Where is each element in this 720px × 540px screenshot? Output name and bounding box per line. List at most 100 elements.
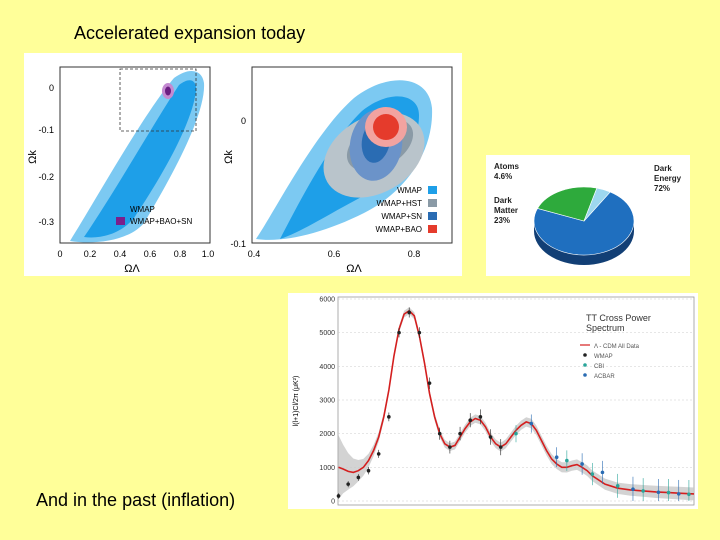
left-ytick-0: 0: [49, 83, 54, 93]
data-point-wmap: [417, 330, 422, 335]
data-point-wmap: [458, 431, 462, 436]
power-spectrum-svg: 0 1000 2000 3000 4000 5000 6000 l(l+1)Cl/2π (μ…: [288, 293, 698, 509]
spectrum-title-line2: Spectrum: [586, 323, 625, 333]
pie-slice-dark-matter: [537, 186, 598, 222]
data-point-cbi: [641, 489, 645, 493]
data-point-acbar: [656, 490, 661, 495]
right-ylabel: Ωk: [223, 150, 235, 164]
power-spectrum-panel: 0 1000 2000 3000 4000 5000 6000 l(l+1)Cl/2π (μ…: [288, 293, 698, 509]
data-point-wmap: [336, 494, 341, 498]
right-legend-label-1: WMAP+HST: [376, 199, 422, 208]
right-legend-label-0: WMAP: [397, 186, 422, 195]
pie-chart-panel: Atoms 4.6% Dark Energy 72% Dark Matter 2…: [486, 155, 690, 276]
right-xlabel: ΩΛ: [346, 263, 362, 275]
data-point-cbi: [615, 484, 620, 488]
spectrum-data-points: [336, 307, 691, 501]
contour-right-plot: 0 -0.1 0.4 0.6 0.8 ΩΛ Ωk WMAP WMAP+HST W…: [223, 66, 453, 275]
left-legend-swatch-0: [116, 205, 125, 213]
pie-value-dark-energy: 72%: [654, 184, 670, 193]
data-point-acbar: [600, 470, 605, 475]
data-point-acbar: [554, 455, 559, 460]
data-point-wmap: [448, 445, 452, 449]
right-ytick-0: 0: [241, 116, 246, 126]
right-legend-swatch-2: [428, 212, 437, 220]
spectrum-ytick-3: 3000: [319, 398, 335, 405]
legend-label-acbar: ACBAR: [594, 374, 615, 380]
contour-left-plot: 0 -0.1 -0.2 -0.3 0 0.2 0.4 0.6 0.8 1.0 Ω…: [27, 66, 214, 275]
pie-label-dark-energy-2: Energy: [654, 174, 682, 183]
right-legend-swatch-3: [428, 225, 437, 233]
right-ytick-1: -0.1: [230, 239, 246, 249]
right-bao-inner: [373, 114, 399, 140]
spectrum-yticks: 0 1000 2000 3000 4000 5000 6000: [319, 297, 335, 506]
legend-label-cbi: CBI: [594, 364, 604, 370]
right-legend-label-2: WMAP+SN: [381, 212, 422, 221]
pie-slices: [533, 186, 635, 256]
left-contour-inner: [84, 80, 197, 238]
pie-label-dark-matter-1: Dark: [494, 196, 512, 205]
pie-label-dark-energy-1: Dark: [654, 164, 672, 173]
left-xtick-2: 0.4: [114, 249, 127, 259]
right-xtick-0: 0.4: [248, 249, 261, 259]
spectrum-ytick-5: 5000: [319, 330, 335, 337]
data-point-wmap: [488, 435, 493, 439]
legend-marker-cbi: [583, 363, 587, 367]
pie-chart-svg: Atoms 4.6% Dark Energy 72% Dark Matter 2…: [494, 162, 682, 265]
data-point-wmap: [468, 418, 473, 422]
data-point-wmap: [427, 381, 432, 385]
left-xtick-0: 0: [57, 249, 62, 259]
spectrum-ytick-0: 0: [331, 499, 335, 506]
left-zoom-box: [119, 68, 197, 132]
left-ylabel: Ωk: [27, 150, 39, 164]
left-ytick-3: -0.3: [38, 217, 54, 227]
pie-label-dark-matter-2: Matter: [494, 206, 518, 215]
data-point-wmap: [498, 445, 503, 449]
contour-plots-svg: 0 -0.1 -0.2 -0.3 0 0.2 0.4 0.6 0.8 1.0 Ω…: [27, 66, 453, 275]
spectrum-ytick-6: 6000: [319, 297, 335, 304]
legend-label-wmap: WMAP: [594, 354, 613, 360]
right-legend-swatch-0: [428, 186, 437, 194]
left-ytick-1: -0.1: [38, 125, 54, 135]
spectrum-ytick-2: 2000: [319, 431, 335, 438]
spectrum-ytick-1: 1000: [319, 465, 335, 472]
pie-slice-dark-energy: [533, 191, 635, 256]
data-point-cbi: [666, 490, 671, 495]
data-point-wmap: [478, 415, 483, 419]
pie-label-atoms: Atoms: [494, 162, 519, 171]
data-point-cbi: [514, 431, 518, 436]
left-legend-swatch-1: [116, 217, 125, 225]
left-xtick-4: 0.8: [174, 249, 187, 259]
left-xtick-3: 0.6: [144, 249, 157, 259]
data-point-wmap: [356, 475, 361, 480]
spectrum-frame: [337, 296, 695, 506]
legend-marker-acbar: [583, 373, 587, 377]
left-ytick-2: -0.2: [38, 172, 54, 182]
legend-marker-wmap: [583, 353, 587, 357]
left-xtick-1: 0.2: [84, 249, 97, 259]
data-point-cbi: [590, 472, 595, 476]
data-point-wmap: [397, 330, 401, 335]
data-point-wmap: [407, 310, 411, 315]
right-legend-label-3: WMAP+BAO: [376, 225, 422, 234]
spectrum-ytick-4: 4000: [319, 364, 335, 371]
right-xtick-2: 0.8: [408, 249, 421, 259]
pie-value-atoms: 4.6%: [494, 172, 512, 181]
legend-label-lcdm: Λ - CDM All Data: [594, 344, 640, 350]
data-point-acbar: [676, 492, 681, 496]
data-point-wmap: [366, 468, 371, 473]
lcdm-model-curve: [338, 309, 695, 495]
left-legend-label-0: WMAP: [130, 205, 155, 214]
pie-slice-atoms: [583, 187, 611, 222]
data-point-acbar: [580, 462, 584, 466]
data-point-wmap: [387, 415, 391, 419]
left-combined-inner: [165, 86, 171, 96]
spectrum-ylabel: l(l+1)Cl/2π (μK²): [293, 376, 300, 427]
data-point-wmap: [437, 431, 442, 436]
data-point-wmap: [376, 452, 381, 456]
data-point-cbi: [687, 492, 691, 497]
left-legend-label-1: WMAP+BAO+SN: [130, 217, 192, 226]
data-point-acbar: [529, 421, 534, 426]
right-xtick-1: 0.6: [328, 249, 341, 259]
right-legend-swatch-1: [428, 199, 437, 207]
contour-plots-panel: 0 -0.1 -0.2 -0.3 0 0.2 0.4 0.6 0.8 1.0 Ω…: [24, 53, 462, 276]
